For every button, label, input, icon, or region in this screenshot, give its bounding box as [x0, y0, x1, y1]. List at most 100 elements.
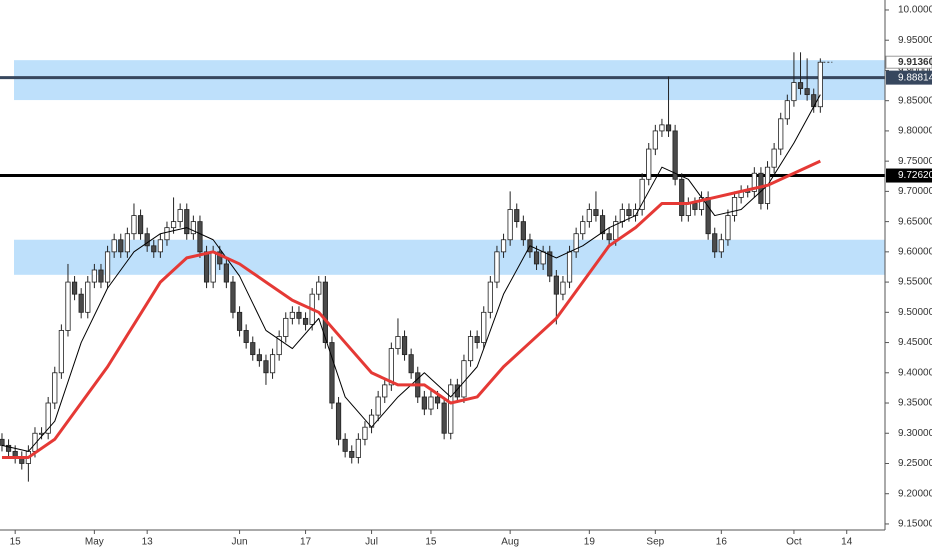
candle-body [619, 209, 625, 223]
candle-body [599, 215, 606, 235]
candle-body [606, 233, 612, 241]
candle-body [804, 88, 810, 96]
candle-body [474, 336, 480, 343]
candle-body [382, 384, 388, 398]
candle-body [652, 130, 658, 150]
y-tick-label: 9.85000 [898, 95, 932, 106]
y-tick-label: 9.90000 [898, 65, 932, 76]
x-tick-label: 16 [716, 537, 728, 548]
candle-body [593, 209, 599, 216]
candle-body [151, 245, 157, 253]
candle-body [5, 444, 12, 452]
y-tick-label: 9.50000 [898, 307, 932, 318]
candle-body [395, 336, 401, 349]
candle-body [190, 221, 196, 235]
candle-body [646, 148, 652, 180]
candle-body [778, 118, 784, 150]
candle-body [375, 396, 381, 416]
candle-body [771, 148, 777, 168]
candle-body [540, 251, 546, 265]
moving-average [1, 159, 821, 459]
candle-body [276, 336, 282, 356]
candle-body [322, 281, 328, 343]
candle-body [514, 209, 520, 223]
candle-body [203, 251, 210, 283]
candle-body [434, 396, 441, 404]
x-tick-label: Aug [501, 537, 519, 548]
candle-body [45, 402, 51, 434]
candle-body [111, 239, 117, 253]
candle-body [494, 251, 500, 283]
candle-body [335, 402, 342, 440]
candle-body [560, 281, 566, 295]
candle-body [751, 172, 757, 192]
candle-body [797, 82, 804, 89]
candle-body [573, 233, 579, 253]
candle-body [481, 311, 487, 343]
candle-body [355, 438, 361, 458]
candle-body [580, 221, 586, 235]
candle-body [210, 251, 216, 283]
candle-body [217, 251, 223, 265]
candle-body [316, 281, 322, 295]
candle-body [71, 281, 78, 295]
y-tick-label: 9.45000 [898, 337, 932, 348]
candle-body [78, 293, 84, 313]
candle-body [0, 438, 5, 446]
x-tick-label: Jul [365, 537, 378, 548]
candle-body [250, 342, 256, 356]
candle-body [124, 233, 130, 253]
y-tick-label: 9.40000 [898, 367, 932, 378]
candle-body [263, 360, 269, 374]
y-tick-label: 9.95000 [898, 35, 932, 46]
candle-body [164, 227, 170, 241]
candle-body [184, 209, 190, 235]
candle-body [349, 450, 355, 458]
y-tick-label: 9.15000 [898, 519, 932, 530]
candle-body [104, 251, 111, 283]
candle-body [243, 330, 249, 343]
candle-body [118, 239, 124, 253]
candle-body [236, 311, 243, 331]
x-tick-label: 15 [10, 537, 22, 548]
y-tick-label: 9.30000 [898, 428, 932, 439]
candle-body [52, 372, 58, 404]
x-tick-label: Jun [232, 537, 248, 548]
candle-body [731, 197, 738, 216]
candle-body [223, 263, 229, 283]
candle-body [685, 203, 691, 216]
x-tick-label: 13 [142, 537, 154, 548]
y-tick-label: 9.70000 [898, 186, 932, 197]
candle-body [665, 124, 672, 132]
candle-body [170, 221, 177, 229]
candle-body [302, 317, 309, 325]
candle-body [533, 251, 540, 265]
candle-body [177, 209, 183, 223]
candle-body [467, 336, 474, 362]
y-tick-label: 9.60000 [898, 246, 932, 257]
x-tick-label: Oct [786, 537, 802, 548]
candle-body [91, 269, 97, 283]
candle-body [421, 396, 427, 410]
y-tick-label: 9.80000 [898, 126, 932, 137]
candle-body [718, 239, 724, 253]
candle-body [269, 354, 276, 374]
x-tick-label: 19 [584, 537, 596, 548]
y-tick-label: 9.75000 [898, 156, 932, 167]
candle-body [137, 215, 144, 235]
last-price-label: 9.91360 [898, 57, 932, 68]
candle-body [58, 330, 64, 374]
candle-body [289, 311, 295, 319]
candle-body [547, 251, 553, 277]
candle-body [441, 402, 447, 434]
candle-body [566, 251, 573, 283]
candle-body [388, 348, 394, 386]
candle-body [230, 281, 236, 313]
price-label: 9.88814 [898, 72, 932, 83]
candle-body [553, 275, 559, 295]
y-tick-label: 9.20000 [898, 488, 932, 499]
y-tick-label: 9.35000 [898, 398, 932, 409]
candle-body [725, 215, 731, 241]
y-tick-label: 9.55000 [898, 277, 932, 288]
